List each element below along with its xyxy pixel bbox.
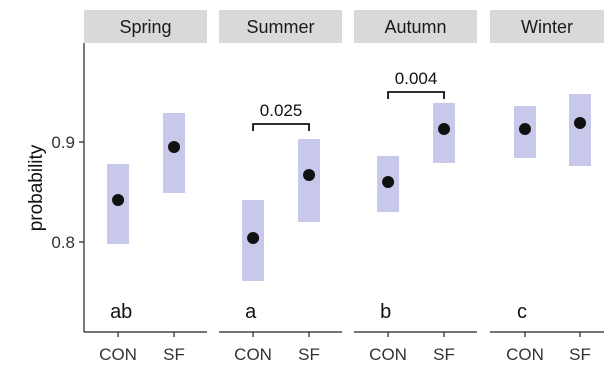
- x-tick-label: SF: [298, 345, 320, 364]
- comparison-p-value: 0.004: [395, 69, 438, 88]
- mean-point: [382, 176, 395, 188]
- facet-strip-label: Spring: [119, 17, 171, 37]
- significance-letter: ab: [110, 301, 132, 323]
- significance-letter: c: [517, 301, 527, 323]
- significance-letter: a: [245, 301, 257, 323]
- facet-strip: [490, 10, 604, 43]
- x-tick-label: SF: [433, 345, 455, 364]
- comparison-bracket: [252, 123, 310, 131]
- x-tick-label: CON: [99, 345, 137, 364]
- ci-band: [569, 94, 591, 166]
- mean-point: [112, 194, 125, 206]
- mean-point: [247, 232, 260, 244]
- mean-point: [438, 123, 451, 135]
- x-tick-label: CON: [506, 345, 544, 364]
- facet-strip: [354, 10, 477, 43]
- y-axis-label: probability: [26, 144, 47, 231]
- x-tick-label: SF: [163, 345, 185, 364]
- facet-strip-label: Autumn: [384, 17, 446, 37]
- facet-strip-label: Winter: [521, 17, 573, 37]
- mean-point: [168, 141, 181, 153]
- facet-strip: [84, 10, 207, 43]
- y-tick-label: 0.8: [51, 233, 75, 252]
- x-tick-label: CON: [234, 345, 272, 364]
- mean-point: [519, 123, 531, 135]
- facet-strip: [219, 10, 342, 43]
- mean-point: [303, 169, 316, 181]
- y-tick-label: 0.9: [51, 133, 75, 152]
- x-tick-label: SF: [569, 345, 591, 364]
- significance-letter: b: [380, 301, 391, 323]
- mean-point: [574, 117, 586, 129]
- x-tick-label: CON: [369, 345, 407, 364]
- facet-strip-label: Summer: [246, 17, 314, 37]
- comparison-p-value: 0.025: [260, 101, 303, 120]
- comparison-bracket: [387, 91, 445, 99]
